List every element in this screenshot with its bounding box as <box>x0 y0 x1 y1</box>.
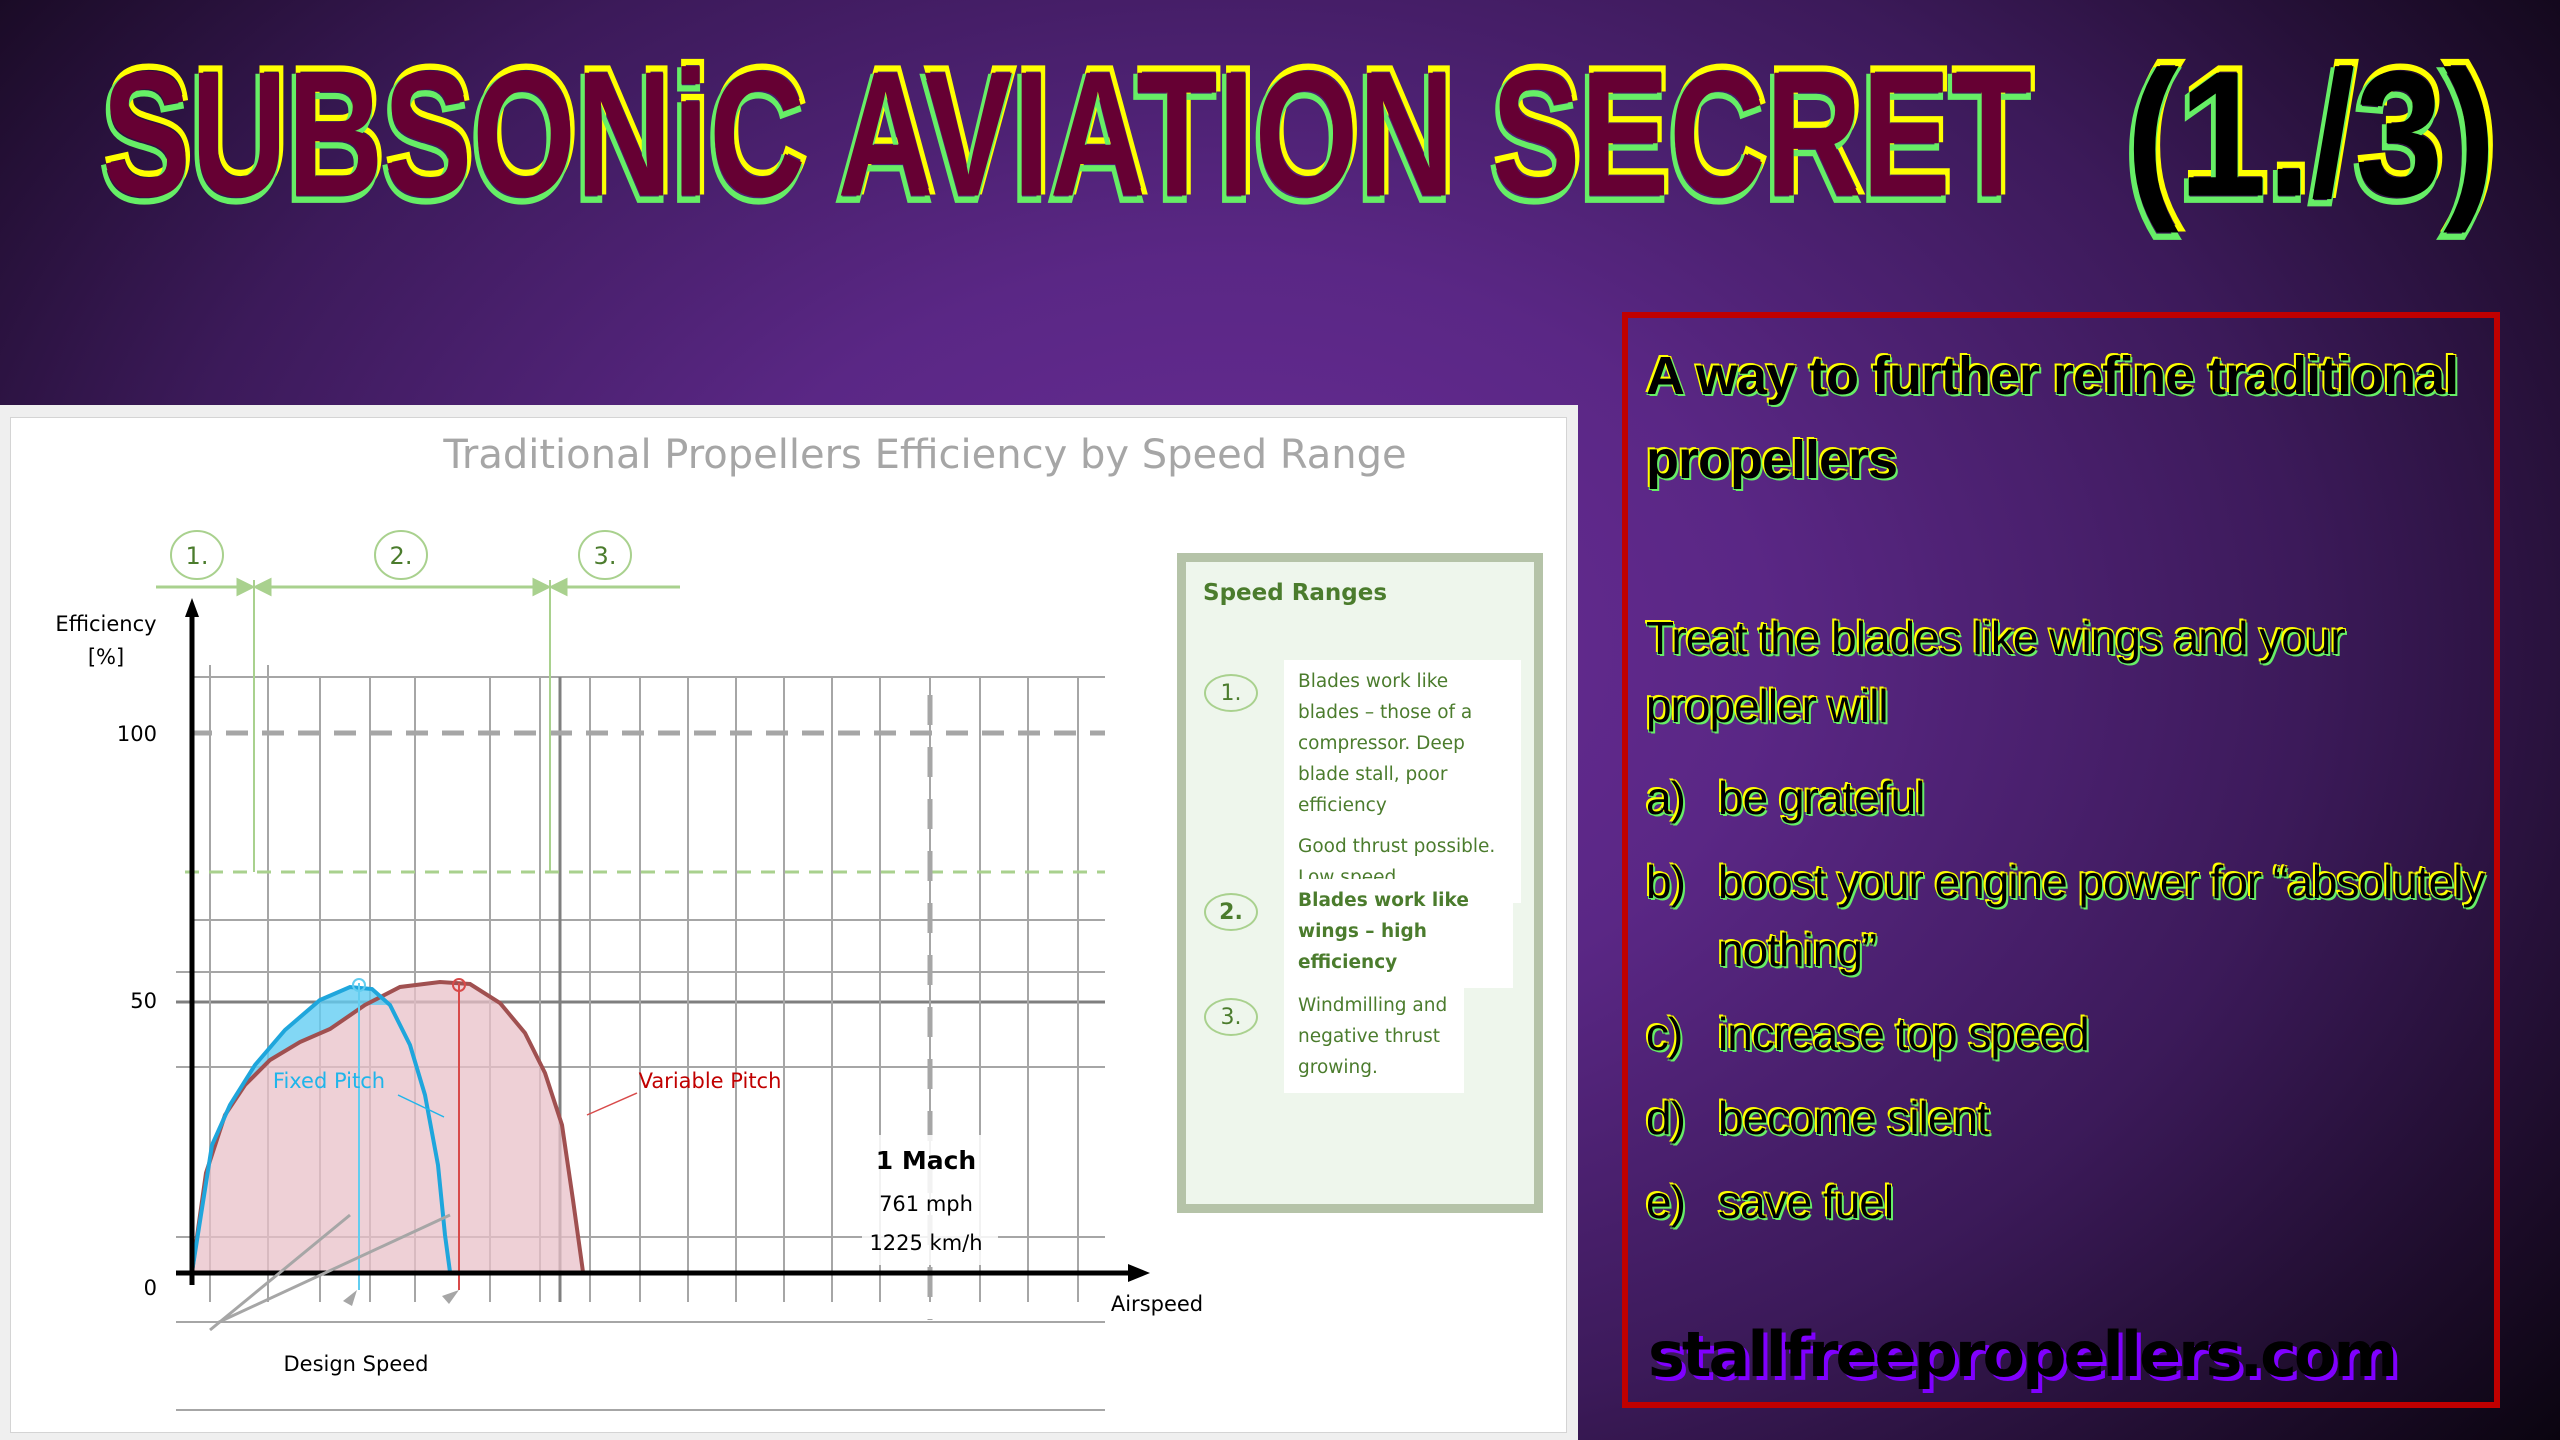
info-intro: Treat the blades like wings and your pro… <box>1646 612 2346 732</box>
legend-badge-1: 1. <box>1204 674 1258 712</box>
svg-text:1.: 1. <box>186 542 209 570</box>
benefit-letter: d) <box>1646 1092 1686 1144</box>
chart-panel: Traditional Propellers Efficiency by Spe… <box>0 405 1578 1440</box>
main-title: SUBSONiC AVIATION SECRET SUBSONiC AVIATI… <box>97 26 2510 240</box>
benefit-text: become silent <box>1718 1092 1990 1144</box>
efficiency-chart: Traditional Propellers Efficiency by Spe… <box>55 432 1407 1411</box>
title-part-outline-green: (1./3) <box>2124 38 2494 238</box>
benefit-letter: b) <box>1646 856 1686 908</box>
mach-label-background <box>862 1135 998 1265</box>
legend-text-1: Blades work like blades – those of a com… <box>1284 660 1521 903</box>
benefit-item: e) save fuel <box>1646 1168 2486 1236</box>
benefit-item: c) increase top speed <box>1646 1000 2486 1068</box>
design-speed-arrowhead-variable-icon <box>442 1290 459 1304</box>
y-tick-100: 100 <box>117 722 157 746</box>
title-main: SUBSONiC AVIATION SECRET <box>102 34 2032 234</box>
benefit-text: save fuel <box>1718 1176 1894 1228</box>
speed-range-arrows <box>156 577 680 597</box>
speed-ranges-legend: Speed Ranges 1. Blades work like blades … <box>1177 553 1543 1213</box>
design-speed-arrowhead-fixed-icon <box>343 1290 357 1306</box>
info-box: A way to further refine traditional prop… <box>1622 312 2500 1408</box>
benefit-letter: a) <box>1646 772 1686 824</box>
speed-range-badge-2: 2. <box>374 530 428 580</box>
fixed-pitch-leader-line <box>397 1094 445 1118</box>
legend-text-3: Windmilling and negative thrust growing. <box>1284 984 1464 1093</box>
benefit-item: d) become silent <box>1646 1084 2486 1152</box>
design-speed-arrows <box>209 1213 451 1332</box>
y-axis-label-line2: [%] <box>88 645 124 669</box>
y-tick-50: 50 <box>130 989 157 1013</box>
legend-title: Speed Ranges <box>1203 580 1388 606</box>
mach-label: 1 Mach <box>876 1146 976 1175</box>
svg-text:2.: 2. <box>390 542 413 570</box>
title-part: (1./3) <box>2126 34 2496 234</box>
legend-text-2: Blades work like wings – high efficiency <box>1284 879 1513 988</box>
x-axis-arrow-icon <box>1128 1264 1150 1282</box>
benefit-text: be grateful <box>1718 772 1925 824</box>
y-tick-0: 0 <box>144 1276 157 1300</box>
y-axis-label-line1: Efficiency <box>55 612 156 636</box>
speed-range-badge-3: 3. <box>578 530 632 580</box>
fixed-pitch-peak-marker <box>352 978 366 992</box>
design-speed-label: Design Speed <box>283 1352 428 1376</box>
title-part-outline-yellow: (1./3) <box>2128 29 2498 229</box>
fixed-pitch-curve <box>190 984 452 1273</box>
benefit-item: a) be grateful <box>1646 764 2486 832</box>
variable-pitch-label: Variable Pitch <box>639 1069 782 1093</box>
benefit-text: increase top speed <box>1718 1008 2090 1060</box>
mach-mph: 761 mph <box>879 1192 973 1216</box>
benefits-list: a) be grateful b) boost your engine powe… <box>1646 764 2486 1252</box>
legend-badge-2: 2. <box>1204 893 1258 931</box>
variable-pitch-leader-line <box>586 1092 638 1116</box>
info-heading: A way to further refine traditional prop… <box>1646 346 2459 490</box>
benefit-letter: e) <box>1646 1176 1686 1228</box>
variable-pitch-peak-marker <box>452 978 466 992</box>
title-main-outline-yellow: SUBSONiC AVIATION SECRET <box>104 29 2034 229</box>
mach-kmh: 1225 km/h <box>869 1231 982 1255</box>
svg-text:3.: 3. <box>594 542 617 570</box>
benefit-letter: c) <box>1646 1008 1683 1060</box>
variable-pitch-area <box>192 982 583 1272</box>
benefit-item: b) boost your engine power for “absolute… <box>1646 848 2486 984</box>
speed-range-badge-1: 1. <box>170 530 224 580</box>
x-axis-label: Airspeed <box>1111 1292 1203 1316</box>
chart-title: Traditional Propellers Efficiency by Spe… <box>442 432 1406 478</box>
title-main-outline-green: SUBSONiC AVIATION SECRET <box>100 38 2030 238</box>
legend-badge-3: 3. <box>1204 998 1258 1036</box>
website-link[interactable]: stallfreepropellers.com <box>1648 1318 2398 1391</box>
fixed-pitch-label: Fixed Pitch <box>273 1069 385 1093</box>
benefit-text: boost your engine power for “absolutely … <box>1718 856 2485 976</box>
y-axis-arrow-icon <box>185 598 199 617</box>
fixed-pitch-area <box>192 987 390 1272</box>
